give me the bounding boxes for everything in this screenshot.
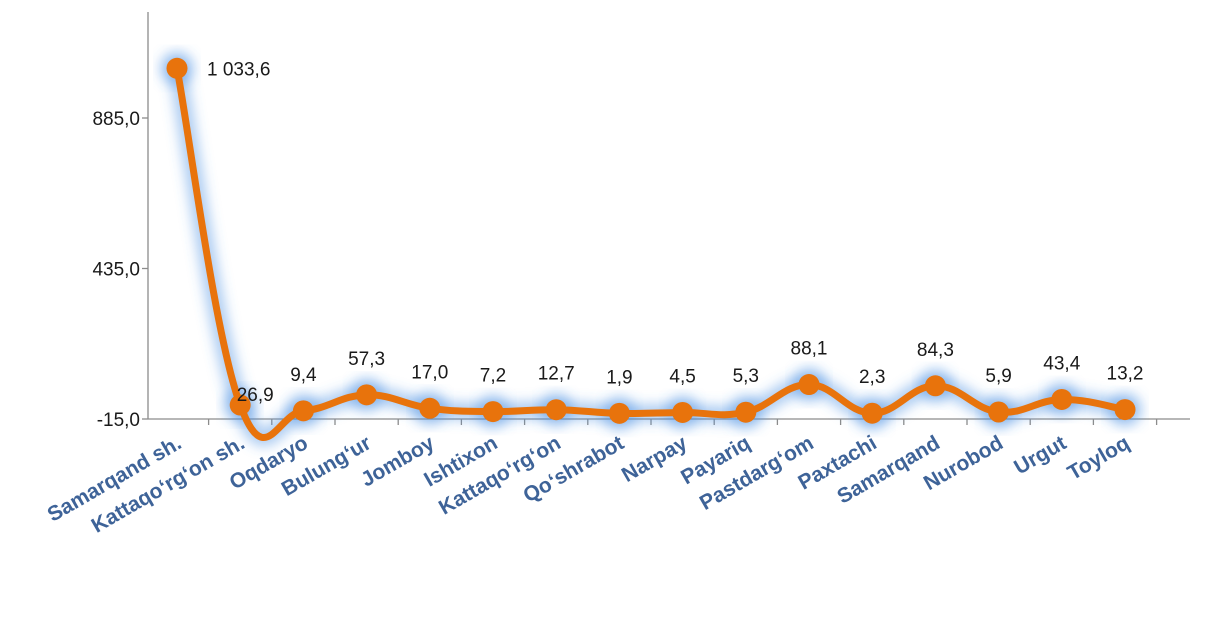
data-point <box>419 397 441 419</box>
data-label: 17,0 <box>411 362 448 383</box>
data-label: 43,4 <box>1043 353 1080 374</box>
data-point <box>988 401 1010 423</box>
data-label: 57,3 <box>348 349 385 370</box>
data-point <box>1051 388 1073 410</box>
y-tick-label: 435,0 <box>92 260 140 281</box>
data-point <box>482 401 504 423</box>
data-label: 12,7 <box>538 364 575 385</box>
data-label: 7,2 <box>480 366 506 387</box>
y-tick-label: -15,0 <box>97 410 140 431</box>
y-tick-label: 885,0 <box>92 109 140 130</box>
data-point <box>166 57 188 79</box>
data-label: 1,9 <box>606 367 632 388</box>
x-tick-label: Toyloq <box>1064 431 1134 485</box>
x-tick-label: Urgut <box>1010 431 1070 479</box>
data-point <box>545 399 567 421</box>
data-point <box>356 384 378 406</box>
data-label: 9,4 <box>290 365 317 386</box>
data-point <box>229 394 251 416</box>
data-label: 2,3 <box>859 367 885 388</box>
data-point <box>672 401 694 423</box>
data-point <box>798 374 820 396</box>
data-label: 84,3 <box>917 340 954 361</box>
data-point <box>861 402 883 424</box>
data-label: 88,1 <box>791 339 828 360</box>
data-label: 5,9 <box>985 366 1011 387</box>
data-label: 5,3 <box>733 366 759 387</box>
data-point <box>292 400 314 422</box>
x-tick-label: Narpay <box>618 431 691 487</box>
data-point <box>924 375 946 397</box>
data-label: 13,2 <box>1107 364 1144 385</box>
data-point <box>608 402 630 424</box>
series-line <box>173 64 1129 441</box>
data-point <box>1114 399 1136 421</box>
data-label: 4,5 <box>669 366 695 387</box>
data-label: 1 033,6 <box>207 59 270 80</box>
series-group <box>166 57 1136 441</box>
data-point <box>735 401 757 423</box>
data-label: 26,9 <box>237 385 274 406</box>
series-line-glow <box>168 59 1134 447</box>
